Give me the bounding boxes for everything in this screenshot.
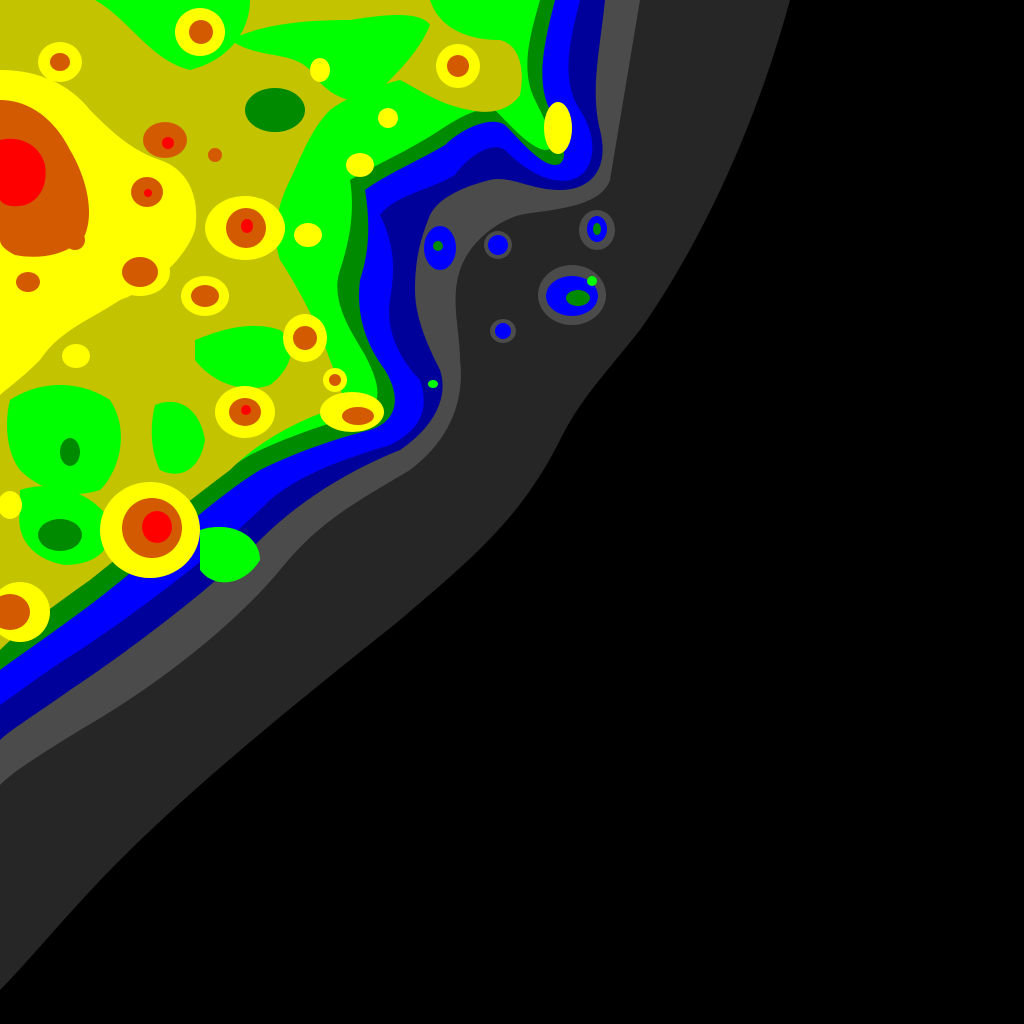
green-islet bbox=[433, 241, 443, 251]
red-core bbox=[0, 138, 46, 207]
green-patch bbox=[200, 526, 260, 583]
yellow-zone bbox=[378, 108, 398, 128]
yellow-zone bbox=[310, 58, 330, 82]
orange-zone bbox=[342, 407, 374, 425]
red-core bbox=[241, 219, 253, 233]
red-core bbox=[144, 189, 152, 197]
yellow-zone bbox=[544, 102, 572, 154]
green-islet bbox=[566, 290, 590, 306]
green-islet bbox=[587, 276, 597, 286]
orange-zone bbox=[122, 257, 158, 287]
yellow-zone bbox=[294, 223, 322, 247]
orange-zone bbox=[189, 20, 213, 44]
orange-zone bbox=[50, 53, 70, 71]
orange-zone bbox=[0, 594, 30, 630]
dark-green-patch bbox=[245, 88, 305, 132]
blue-islet bbox=[488, 235, 508, 255]
red-core bbox=[241, 405, 251, 415]
green-islet bbox=[593, 223, 601, 235]
green-islet bbox=[428, 380, 438, 388]
orange-zone bbox=[293, 326, 317, 350]
yellow-zone bbox=[346, 153, 374, 177]
orange-zone bbox=[447, 55, 469, 77]
orange-zone bbox=[208, 148, 222, 162]
blue-islet bbox=[495, 323, 511, 339]
orange-zone bbox=[65, 230, 85, 250]
green-patch bbox=[230, 15, 430, 101]
orange-zone bbox=[16, 272, 40, 292]
yellow-zone bbox=[62, 344, 90, 368]
green-patch bbox=[195, 325, 291, 389]
dark-green-patch bbox=[60, 438, 80, 466]
red-core bbox=[162, 137, 174, 149]
orange-zone bbox=[329, 374, 341, 386]
green-patch bbox=[151, 401, 205, 474]
red-core bbox=[142, 511, 172, 543]
dark-green-patch bbox=[38, 519, 82, 551]
orange-zone bbox=[191, 285, 219, 307]
green-patch bbox=[7, 385, 121, 494]
yellow-zone bbox=[0, 491, 22, 519]
